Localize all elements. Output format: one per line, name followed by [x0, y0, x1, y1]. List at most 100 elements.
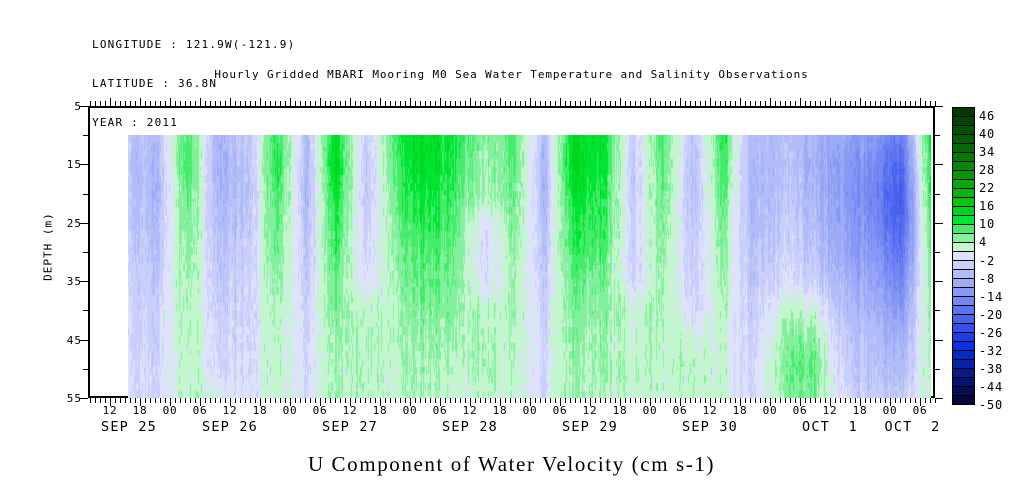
- x-minor-tick: [810, 101, 811, 106]
- x-major-tick: [410, 398, 411, 406]
- x-major-tick: [350, 398, 351, 406]
- x-major-tick: [590, 398, 591, 406]
- colorbar-cell: [953, 351, 974, 360]
- colorbar-tick-label: 22: [979, 181, 996, 196]
- x-minor-tick: [155, 101, 156, 106]
- x-minor-tick: [930, 101, 931, 106]
- x-minor-tick: [465, 101, 466, 106]
- x-minor-tick: [550, 398, 551, 403]
- y-major-tick: [80, 339, 88, 341]
- y-axis-title: DEPTH (m): [41, 212, 55, 281]
- x-minor-tick: [605, 101, 606, 106]
- x-major-tick: [320, 398, 321, 406]
- x-minor-tick: [835, 398, 836, 403]
- x-minor-tick: [130, 398, 131, 403]
- x-minor-tick: [565, 398, 566, 403]
- x-minor-tick: [305, 101, 306, 106]
- x-major-tick: [290, 398, 291, 406]
- x-minor-tick: [910, 398, 911, 403]
- x-minor-tick: [105, 101, 106, 106]
- x-date-label: SEP 29: [562, 419, 618, 435]
- x-minor-tick: [640, 398, 641, 403]
- x-minor-tick: [575, 398, 576, 403]
- x-minor-tick: [95, 101, 96, 106]
- x-tick-label: 06: [312, 404, 328, 417]
- x-minor-tick: [225, 101, 226, 106]
- x-minor-tick: [745, 398, 746, 403]
- x-minor-tick: [765, 398, 766, 403]
- x-minor-tick: [850, 398, 851, 403]
- x-minor-tick: [625, 101, 626, 106]
- x-minor-tick: [325, 101, 326, 106]
- x-minor-tick: [365, 101, 366, 106]
- x-major-tick: [380, 98, 381, 106]
- x-tick-label: 00: [402, 404, 418, 417]
- x-minor-tick: [295, 398, 296, 403]
- x-minor-tick: [385, 101, 386, 106]
- colorbar-tick-label: -44: [979, 379, 1004, 394]
- x-major-tick: [830, 398, 831, 406]
- x-tick-label: 18: [372, 404, 388, 417]
- x-major-tick: [470, 398, 471, 406]
- x-minor-tick: [925, 398, 926, 403]
- x-minor-tick: [760, 398, 761, 403]
- x-minor-tick: [245, 101, 246, 106]
- y-major-tick: [80, 164, 88, 166]
- x-tick-label: 06: [672, 404, 688, 417]
- x-minor-tick: [755, 398, 756, 403]
- x-minor-tick: [875, 101, 876, 106]
- x-minor-tick: [520, 398, 521, 403]
- x-major-tick: [920, 398, 921, 406]
- x-minor-tick: [595, 101, 596, 106]
- x-minor-tick: [705, 398, 706, 403]
- x-minor-tick: [165, 101, 166, 106]
- x-major-tick: [860, 398, 861, 406]
- x-minor-tick: [300, 101, 301, 106]
- y-minor-tick: [935, 252, 940, 253]
- x-minor-tick: [245, 398, 246, 403]
- x-minor-tick: [235, 101, 236, 106]
- x-minor-tick: [150, 398, 151, 403]
- colorbar-cell: [953, 378, 974, 387]
- x-minor-tick: [310, 398, 311, 403]
- y-major-tick: [935, 398, 943, 399]
- x-minor-tick: [330, 101, 331, 106]
- y-tick-label: 55: [66, 392, 82, 405]
- x-minor-tick: [215, 101, 216, 106]
- x-minor-tick: [660, 101, 661, 106]
- x-minor-tick: [600, 101, 601, 106]
- colorbar-cell: [953, 135, 974, 144]
- x-major-tick: [170, 98, 171, 106]
- x-minor-tick: [300, 398, 301, 403]
- x-minor-tick: [460, 101, 461, 106]
- colorbar-cell: [953, 162, 974, 171]
- colorbar-cell: [953, 171, 974, 180]
- x-minor-tick: [735, 398, 736, 403]
- x-major-tick: [470, 98, 471, 106]
- x-minor-tick: [870, 398, 871, 403]
- x-minor-tick: [525, 101, 526, 106]
- colorbar-cell: [953, 198, 974, 207]
- x-minor-tick: [745, 101, 746, 106]
- colorbar-tick-label: 46: [979, 109, 996, 124]
- x-minor-tick: [660, 398, 661, 403]
- x-minor-tick: [255, 398, 256, 403]
- x-minor-tick: [510, 398, 511, 403]
- x-minor-tick: [375, 398, 376, 403]
- colorbar-cell: [953, 279, 974, 288]
- x-minor-tick: [925, 101, 926, 106]
- y-minor-tick: [935, 193, 940, 195]
- x-tick-label: 18: [852, 404, 868, 417]
- x-major-tick: [770, 98, 771, 106]
- y-major-tick: [80, 222, 88, 224]
- x-tick-label: 12: [222, 404, 238, 417]
- x-minor-tick: [540, 398, 541, 403]
- y-minor-tick: [935, 368, 940, 370]
- y-minor-tick: [935, 310, 940, 312]
- x-minor-tick: [165, 398, 166, 403]
- colorbar-cell: [953, 261, 974, 270]
- x-minor-tick: [930, 398, 931, 403]
- x-major-tick: [410, 98, 411, 106]
- x-minor-tick: [885, 398, 886, 403]
- x-minor-tick: [885, 101, 886, 106]
